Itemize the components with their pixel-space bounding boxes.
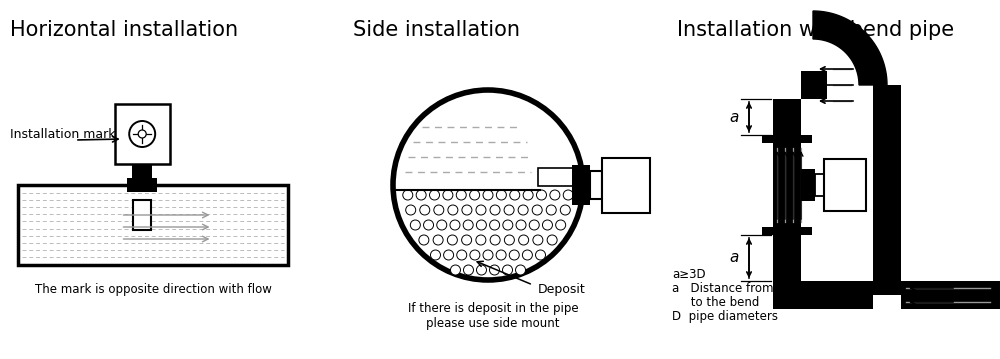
Bar — [18, 185, 288, 265]
Text: Deposit: Deposit — [538, 284, 586, 297]
Circle shape — [462, 235, 472, 245]
Circle shape — [490, 265, 500, 275]
Circle shape — [550, 190, 560, 200]
Circle shape — [420, 205, 430, 215]
Circle shape — [129, 121, 155, 147]
Circle shape — [536, 190, 546, 200]
Circle shape — [516, 265, 526, 275]
Bar — [133, 200, 151, 230]
Text: to the bend: to the bend — [672, 296, 759, 309]
Circle shape — [434, 205, 444, 215]
Circle shape — [519, 235, 529, 245]
Circle shape — [463, 220, 473, 230]
Bar — [762, 227, 812, 235]
Circle shape — [523, 190, 533, 200]
Bar — [762, 135, 812, 143]
Text: Installation with bend pipe: Installation with bend pipe — [677, 20, 954, 40]
Circle shape — [542, 220, 552, 230]
Text: a≥3D: a≥3D — [672, 268, 706, 281]
Text: Horizontal installation: Horizontal installation — [10, 20, 238, 40]
Bar — [873, 85, 901, 295]
Circle shape — [509, 250, 519, 260]
Text: D  pipe diameters: D pipe diameters — [672, 310, 778, 323]
Bar — [115, 104, 170, 164]
Circle shape — [516, 220, 526, 230]
Circle shape — [437, 220, 447, 230]
Circle shape — [504, 235, 514, 245]
Circle shape — [560, 205, 570, 215]
Text: The mark is opposite direction with flow: The mark is opposite direction with flow — [35, 283, 271, 296]
Circle shape — [403, 190, 413, 200]
Circle shape — [510, 190, 520, 200]
Circle shape — [563, 190, 573, 200]
Circle shape — [448, 205, 458, 215]
Text: a: a — [729, 251, 739, 266]
Circle shape — [443, 190, 453, 200]
Bar — [815, 174, 824, 196]
Circle shape — [462, 205, 472, 215]
Circle shape — [470, 190, 480, 200]
Circle shape — [416, 190, 426, 200]
Circle shape — [496, 190, 506, 200]
Circle shape — [476, 235, 486, 245]
Circle shape — [522, 250, 532, 260]
Text: a   Distance from meter: a Distance from meter — [672, 282, 813, 295]
Circle shape — [476, 265, 486, 275]
Circle shape — [529, 220, 539, 230]
Circle shape — [536, 250, 546, 260]
Circle shape — [456, 190, 466, 200]
Circle shape — [463, 265, 473, 275]
Circle shape — [504, 205, 514, 215]
Circle shape — [424, 220, 434, 230]
Circle shape — [533, 235, 543, 245]
Circle shape — [450, 265, 460, 275]
Circle shape — [503, 220, 513, 230]
Circle shape — [483, 250, 493, 260]
Circle shape — [138, 130, 146, 138]
Circle shape — [483, 190, 493, 200]
Circle shape — [406, 205, 416, 215]
Bar — [824, 159, 866, 211]
Bar — [602, 158, 650, 213]
Polygon shape — [813, 11, 887, 85]
Circle shape — [503, 265, 513, 275]
Bar — [801, 169, 815, 201]
Text: a: a — [729, 109, 739, 125]
Bar — [127, 178, 157, 192]
Circle shape — [433, 235, 443, 245]
Circle shape — [490, 235, 500, 245]
Circle shape — [470, 250, 480, 260]
Text: If there is deposit in the pipe
please use side mount: If there is deposit in the pipe please u… — [408, 302, 578, 330]
Circle shape — [532, 205, 542, 215]
Circle shape — [457, 250, 467, 260]
Circle shape — [444, 250, 454, 260]
Bar — [773, 281, 873, 309]
Circle shape — [450, 220, 460, 230]
Circle shape — [430, 250, 440, 260]
Circle shape — [476, 220, 486, 230]
Circle shape — [430, 190, 440, 200]
Circle shape — [547, 235, 557, 245]
Circle shape — [410, 220, 420, 230]
Circle shape — [419, 235, 429, 245]
Circle shape — [476, 205, 486, 215]
Circle shape — [393, 90, 583, 280]
Circle shape — [490, 205, 500, 215]
Bar — [132, 164, 152, 178]
Circle shape — [518, 205, 528, 215]
Circle shape — [447, 235, 457, 245]
Text: Side installation: Side installation — [353, 20, 520, 40]
Circle shape — [546, 205, 556, 215]
Circle shape — [496, 250, 506, 260]
Bar — [538, 168, 574, 186]
Bar — [590, 171, 602, 199]
Circle shape — [490, 220, 500, 230]
Bar — [572, 165, 590, 205]
Circle shape — [556, 220, 566, 230]
Bar — [801, 71, 827, 99]
Bar — [901, 281, 1000, 309]
Text: Installation mark: Installation mark — [10, 129, 116, 141]
Bar — [773, 99, 801, 295]
